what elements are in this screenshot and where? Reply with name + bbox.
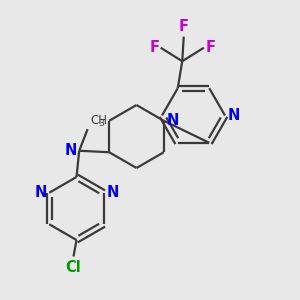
Text: CH: CH — [90, 114, 107, 127]
Text: N: N — [166, 113, 178, 128]
Text: F: F — [206, 40, 215, 55]
Text: N: N — [64, 143, 77, 158]
Text: F: F — [149, 40, 159, 55]
Text: F: F — [179, 19, 189, 34]
Text: Cl: Cl — [66, 260, 81, 275]
Text: 3: 3 — [99, 119, 104, 128]
Text: N: N — [106, 185, 118, 200]
Text: N: N — [227, 108, 240, 123]
Text: N: N — [34, 185, 47, 200]
